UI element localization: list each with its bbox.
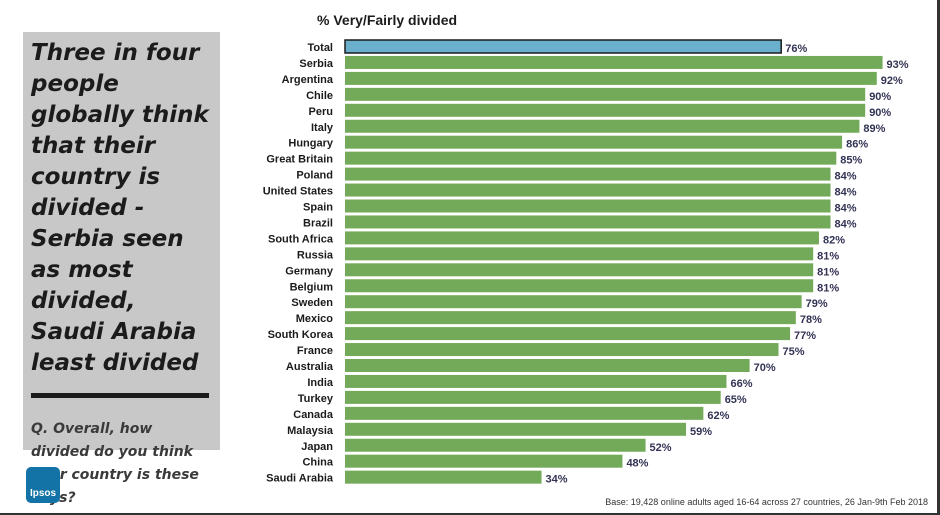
category-label: Italy [311,122,334,134]
value-label: 79% [806,298,828,310]
category-label: Poland [296,170,333,182]
category-label: Argentina [282,74,334,86]
total-bar [344,39,782,54]
value-label: 66% [730,378,752,390]
category-label: Turkey [298,393,334,405]
category-label: Saudi Arabia [266,473,334,485]
country-bar [345,279,814,293]
category-label: Chile [306,90,333,102]
ipsos-logo-icon: Ipsos [26,467,60,503]
headline: Three in four people globally think that… [31,40,209,376]
country-bar [345,438,646,452]
category-label: Belgium [290,281,334,293]
country-bar [345,71,877,85]
country-bar [345,135,843,149]
divider [31,393,209,398]
value-label: 84% [835,203,857,215]
country-bar [345,327,791,341]
category-label: Serbia [299,58,334,70]
country-bar [345,199,831,213]
country-bar [345,311,796,325]
country-bar [345,295,802,309]
category-label: Malaysia [287,425,334,437]
value-label: 76% [785,43,807,55]
value-label: 86% [846,139,868,151]
headline-panel: Three in four people globally think that… [23,32,220,506]
category-label: Mexico [296,313,334,325]
country-bar [345,183,831,197]
value-label: 84% [835,187,857,199]
country-bar [345,390,721,404]
category-label: Total [308,42,333,54]
value-label: 48% [626,458,648,470]
value-label: 59% [690,426,712,438]
value-label: 65% [725,394,747,406]
value-label: 77% [794,330,816,342]
category-label: France [297,345,333,357]
country-bar [345,103,866,117]
survey-question: Q. Overall, how divided do you think you… [31,421,199,506]
value-label: 85% [840,155,862,167]
category-label: Sweden [291,297,333,309]
category-label: Russia [297,249,334,261]
value-label: 34% [546,474,568,486]
country-bar [345,374,727,388]
country-bar [345,119,860,133]
category-label: Japan [301,441,333,453]
value-label: 81% [817,266,839,278]
value-label: 81% [817,282,839,294]
value-label: 93% [887,59,909,71]
country-bar [345,55,883,69]
value-label: 92% [881,75,903,87]
country-bar [345,470,542,484]
category-label: United States [263,186,333,198]
value-label: 84% [835,218,857,230]
country-bar [345,359,750,372]
category-label: Peru [309,106,333,118]
value-label: 62% [707,410,729,422]
category-label: South Africa [268,233,334,245]
value-label: 78% [800,314,822,326]
category-label: Great Britain [266,154,333,166]
country-bar [345,406,704,420]
country-bar [345,454,623,468]
category-label: China [302,457,333,469]
country-bar [345,343,779,357]
value-label: 90% [869,91,891,103]
footnote: Base: 19,428 online adults aged 16-64 ac… [605,497,928,507]
logo-text: Ipsos [29,488,57,499]
category-label: South Korea [268,329,334,341]
country-bar [345,263,814,277]
value-label: 90% [869,107,891,119]
value-label: 75% [783,346,805,358]
country-bar [345,215,831,229]
category-label: Spain [303,202,333,214]
country-bar [345,151,837,165]
chart-title: % Very/Fairly divided [317,12,458,28]
country-bar [345,231,819,245]
category-label: Hungary [288,138,334,150]
country-bar [345,87,866,101]
country-bar [345,422,687,436]
value-label: 84% [835,171,857,183]
category-label: Germany [285,265,334,277]
frame-border-right [937,0,940,515]
category-label: Brazil [303,217,333,229]
category-label: Canada [293,409,334,421]
value-label: 70% [754,362,776,374]
country-bar [345,167,831,181]
country-bar [345,247,814,261]
value-label: 82% [823,234,845,246]
value-label: 52% [650,442,672,454]
category-label: Australia [286,361,334,373]
category-label: India [307,377,334,389]
value-label: 81% [817,250,839,262]
value-label: 89% [863,123,885,135]
frame-border-bottom [0,513,940,515]
